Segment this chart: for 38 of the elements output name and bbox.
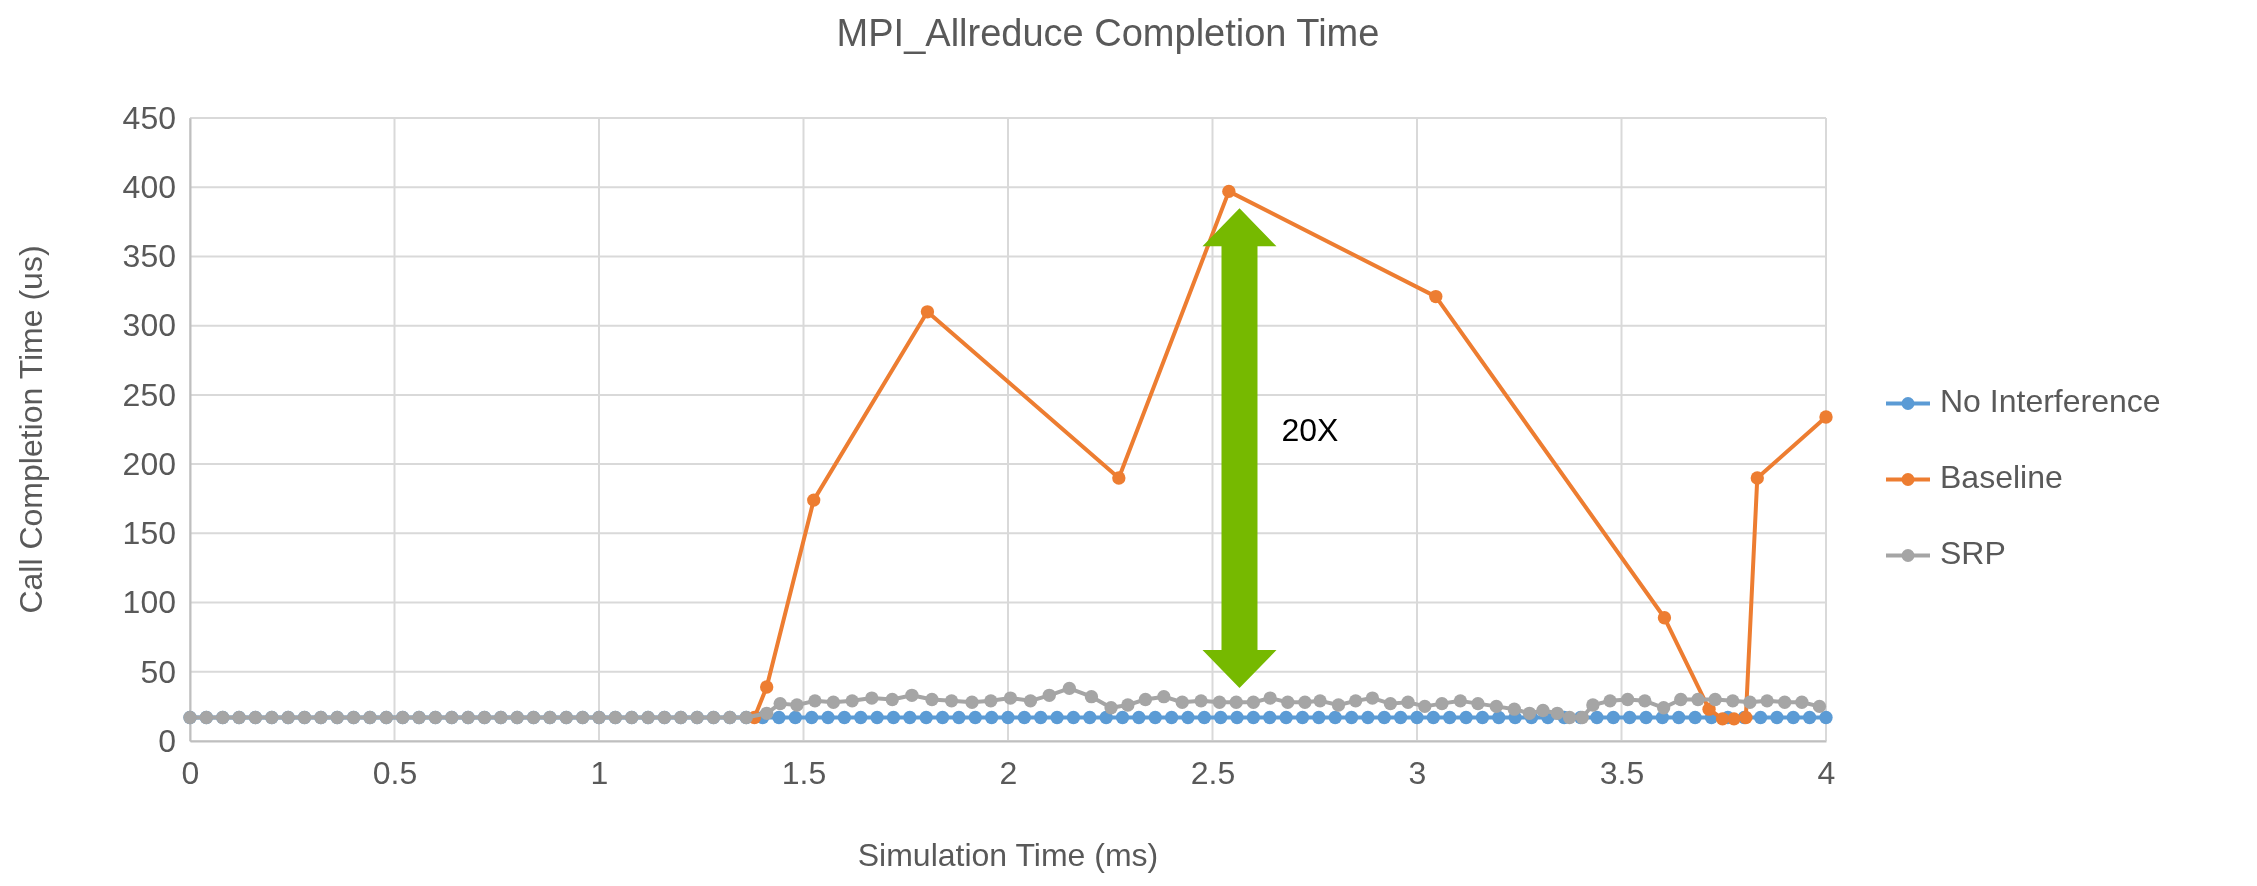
point: [1715, 712, 1730, 726]
x-tick-label: 3: [1408, 754, 1427, 791]
x-tick-label: 0.5: [372, 754, 418, 791]
y-tick-label: 350: [122, 238, 176, 275]
x-tick-label: 3.5: [1599, 754, 1645, 791]
x-axis-title: Simulation Time (ms): [857, 837, 1159, 873]
y-axis-title: Call Completion Time (us): [13, 245, 49, 614]
point: [1750, 471, 1764, 485]
annotation: 20X: [1281, 412, 1339, 449]
legend-label: SRP: [1940, 534, 2006, 571]
legend-label: Baseline: [1940, 458, 2063, 495]
point: [760, 680, 774, 694]
point: [807, 493, 821, 507]
y-tick-label: 300: [122, 307, 176, 344]
x-tick-label: 4: [1817, 754, 1836, 791]
x-tick-label: 1: [590, 754, 609, 791]
point: [1819, 410, 1833, 424]
point: [1112, 471, 1126, 485]
point: [1429, 289, 1443, 304]
point: [1657, 611, 1672, 625]
y-tick-label: 100: [122, 584, 176, 621]
point: [920, 305, 935, 319]
y-tick-label: 0: [158, 722, 176, 759]
chart-title: MPI_Allreduce Completion Time: [836, 12, 1380, 54]
x-tick-label: 0: [181, 754, 200, 791]
legend-label: No Interference: [1940, 382, 2161, 419]
y-tick-label: 200: [122, 445, 176, 482]
point: [1727, 712, 1741, 726]
y-tick-label: 450: [122, 99, 176, 136]
point: [1222, 184, 1236, 199]
point: [1702, 702, 1716, 716]
y-tick-label: 50: [140, 653, 176, 690]
y-tick-label: 250: [122, 376, 176, 413]
y-tick-label: 150: [122, 515, 176, 552]
x-tick-label: 2.5: [1190, 754, 1236, 791]
x-tick-label: 2: [999, 754, 1018, 791]
x-tick-label: 1.5: [781, 754, 827, 791]
y-tick-label: 400: [122, 168, 176, 205]
